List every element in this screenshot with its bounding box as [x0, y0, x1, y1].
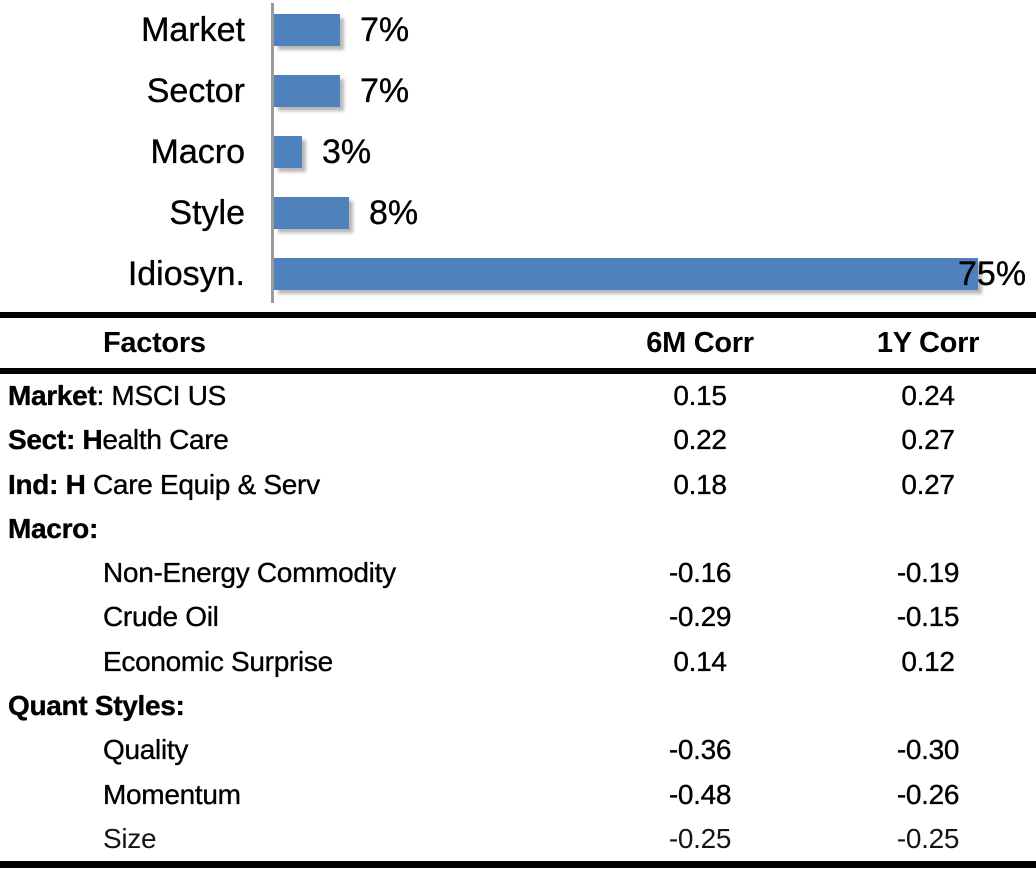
category-label-market: Market: [141, 11, 245, 49]
table-bottom-border: [0, 861, 1036, 869]
category-label-macro: Macro: [150, 133, 245, 171]
chart-category-axis-line: [271, 3, 274, 303]
table-row: Market: MSCI US 0.15 0.24: [0, 374, 1036, 418]
category-label-sector: Sector: [146, 72, 246, 110]
factor-correlation-table: Factors 6M Corr 1Y Corr Market: MSCI US 0…: [0, 312, 1036, 869]
factor-label-text: Momentum: [103, 778, 241, 810]
factor-label-bold: Market: [8, 380, 97, 411]
factor-label-text: ealth Care: [102, 424, 229, 456]
factor-label-bold: Macro:: [8, 512, 99, 544]
factor-label-text: Crude Oil: [103, 601, 219, 633]
bar-macro: [274, 136, 302, 168]
corr-6m-cell: [580, 507, 820, 551]
factor-cell: Market: MSCI US: [0, 374, 580, 418]
corr-1y-cell: 0.27: [901, 468, 955, 500]
risk-decomposition-bar-chart: Market 7% Sector 7% Macro 3% Style 8% Idiosyn. 75…: [0, 0, 1036, 312]
corr-1y-cell: -0.25: [896, 822, 960, 854]
table-row: Size -0.25 -0.25: [0, 817, 1036, 861]
corr-1y-cell: -0.15: [896, 601, 960, 633]
table-row: Ind: H Care Equip & Serv 0.18 0.27: [0, 463, 1036, 507]
corr-6m-cell: 0.22: [673, 424, 727, 456]
factor-cell: Ind: H Care Equip & Serv: [0, 463, 580, 507]
corr-6m-cell: 0.14: [673, 645, 727, 677]
table-row: Macro:: [0, 507, 1036, 551]
bar-value-label-sector: 7%: [360, 72, 410, 110]
table-row: Sect: Health Care 0.22 0.27: [0, 418, 1036, 462]
table-row: Economic Surprise 0.14 0.12: [0, 640, 1036, 684]
factor-cell: Quality: [0, 728, 580, 772]
factor-label-bold: Sect: H: [8, 424, 103, 456]
table-header-row: Factors 6M Corr 1Y Corr: [0, 312, 1036, 374]
corr-1y-cell: 0.24: [901, 380, 955, 411]
category-label-idiosyn: Idiosyn.: [127, 255, 246, 293]
factor-label-bold: Quant Styles:: [8, 690, 185, 722]
corr-1y-cell: -0.30: [896, 734, 960, 766]
bar-idiosyn: [274, 258, 978, 290]
corr-6m-cell: [580, 684, 820, 728]
bar-sector: [274, 75, 340, 107]
factor-cell: Crude Oil: [0, 595, 580, 639]
factor-cell: Macro:: [0, 507, 580, 551]
bar-value-label-idiosyn: 75%: [958, 255, 1027, 293]
table-row: Non-Energy Commodity -0.16 -0.19: [0, 551, 1036, 595]
factor-label-text: Quality: [103, 734, 189, 766]
factor-cell: Economic Surprise: [0, 640, 580, 684]
factor-label-text: Economic Surprise: [103, 645, 334, 677]
factor-label-text: Size: [103, 822, 157, 854]
bar-style: [274, 197, 349, 229]
factor-cell: Non-Energy Commodity: [0, 551, 580, 595]
bar-market: [274, 14, 340, 46]
bar-value-label-style: 8%: [369, 194, 419, 232]
bar-value-label-market: 7%: [360, 11, 410, 49]
table-row: Quality -0.36 -0.30: [0, 728, 1036, 772]
corr-1y-cell: -0.26: [896, 778, 960, 810]
corr-6m-cell: -0.48: [668, 778, 732, 810]
corr-1y-cell: [820, 684, 1036, 728]
column-header-1y-corr: 1Y Corr: [876, 327, 980, 359]
corr-1y-cell: [820, 507, 1036, 551]
factor-label-text: Non-Energy Commodity: [103, 557, 396, 589]
corr-1y-cell: 0.27: [901, 424, 955, 456]
factor-cell: Size: [0, 817, 580, 861]
column-header-6m-corr: 6M Corr: [646, 327, 754, 359]
category-label-style: Style: [169, 194, 245, 232]
factor-label-text: Care Equip & Serv: [85, 468, 320, 500]
table-row: Quant Styles:: [0, 684, 1036, 728]
factor-label-bold: Ind: H: [8, 468, 86, 500]
corr-6m-cell: -0.29: [668, 601, 732, 633]
corr-6m-cell: 0.18: [673, 468, 727, 500]
corr-6m-cell: -0.36: [668, 734, 732, 766]
bar-value-label-macro: 3%: [322, 133, 372, 171]
corr-6m-cell: -0.16: [668, 557, 732, 589]
corr-1y-cell: -0.19: [896, 557, 960, 589]
corr-6m-cell: 0.15: [673, 380, 727, 411]
corr-6m-cell: -0.25: [668, 822, 732, 854]
factor-cell: Sect: Health Care: [0, 418, 580, 462]
table-row: Momentum -0.48 -0.26: [0, 773, 1036, 817]
table-row: Crude Oil -0.29 -0.15: [0, 595, 1036, 639]
table-body: Market: MSCI US 0.15 0.24 Sect: Health Care…: [0, 374, 1036, 861]
column-header-factors: Factors: [103, 327, 206, 359]
factor-label-text: : MSCI US: [96, 380, 227, 411]
factor-cell: Quant Styles:: [0, 684, 580, 728]
corr-1y-cell: 0.12: [901, 645, 955, 677]
factor-cell: Momentum: [0, 773, 580, 817]
